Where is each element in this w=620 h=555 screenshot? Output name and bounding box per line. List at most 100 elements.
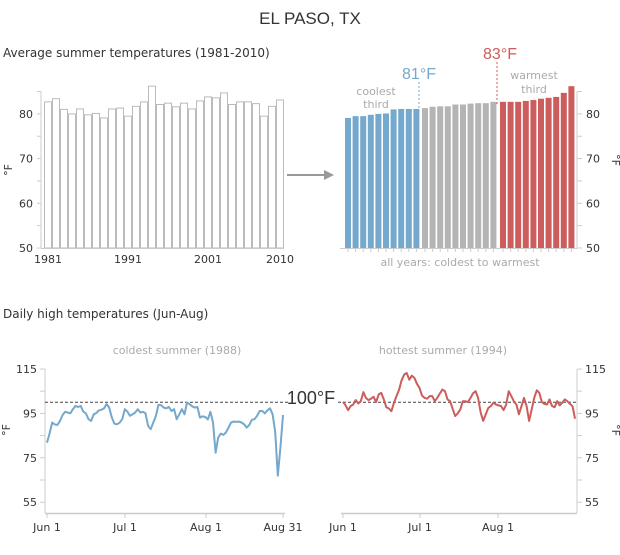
bar [367, 114, 374, 248]
chart1-title: Average summer temperatures (1981-2010) [3, 46, 270, 60]
x-tick-label: 2010 [266, 253, 294, 266]
bar [204, 96, 212, 249]
y-tick-label: 75 [23, 452, 37, 465]
bar [507, 101, 514, 249]
bar [172, 106, 180, 249]
x-tick-label: Jul 1 [112, 521, 137, 534]
x-tick-label: 2001 [194, 253, 222, 266]
bar [360, 116, 367, 248]
bar [375, 113, 382, 249]
coolest-label-2: third [363, 98, 389, 111]
bar [116, 107, 124, 249]
bar [490, 101, 497, 249]
x-tick-label: Jul 1 [407, 521, 432, 534]
y-tick-label: 50 [586, 242, 600, 255]
bar [405, 108, 412, 248]
y-tick-label: 55 [585, 496, 599, 509]
y-tick-label: 115 [16, 363, 37, 376]
bar [568, 86, 575, 248]
hottest-summer-line-chart: 55 75 95 115 °F Jun 1 Jul 1 Aug 1 [328, 363, 620, 534]
x-tick-label: Jun 1 [328, 521, 357, 534]
warm-threshold-label: 83°F [483, 46, 517, 63]
bar [76, 108, 84, 249]
x-tick-label: 1991 [114, 253, 142, 266]
y-axis-label: °F [609, 424, 620, 436]
arrow-icon [287, 170, 334, 180]
bar [236, 101, 244, 249]
bar [108, 108, 116, 249]
bar [188, 108, 196, 249]
figure-title: EL PASO, TX [259, 9, 361, 28]
bar [252, 103, 260, 249]
chart4-title: hottest summer (1994) [379, 344, 507, 357]
bar [560, 92, 567, 249]
bar [228, 104, 236, 249]
y-tick-label: 80 [19, 108, 33, 121]
y-tick-label: 115 [585, 363, 606, 376]
x-tick-label: Aug 1 [190, 521, 222, 534]
chart3-section-title: Daily high temperatures (Jun-Aug) [3, 307, 208, 321]
bar [132, 105, 140, 249]
cool-threshold-label: 81°F [402, 66, 436, 83]
bar [437, 106, 444, 249]
reference-line-label: 100°F [287, 388, 335, 408]
bar [180, 102, 188, 249]
y-tick-label: 50 [19, 242, 33, 255]
y-tick-label: 70 [19, 153, 33, 166]
bar [196, 100, 204, 249]
coolest-label-1: coolest [356, 85, 396, 98]
bar [148, 85, 156, 249]
bar [530, 100, 537, 248]
bar [553, 96, 560, 248]
bar [92, 112, 100, 249]
bar [156, 104, 164, 249]
bar [352, 116, 359, 248]
bar [398, 108, 405, 248]
chart3-title: coldest summer (1988) [113, 344, 242, 357]
bar [140, 101, 148, 249]
bar [545, 97, 552, 248]
y-tick-label: 60 [19, 197, 33, 210]
y-tick-label: 75 [585, 452, 599, 465]
bar [413, 108, 420, 248]
bar [482, 103, 489, 248]
x-tick-label: 1981 [34, 253, 62, 266]
y-axis-label: °F [2, 164, 15, 176]
y-tick-label: 55 [23, 496, 37, 509]
bar [124, 115, 132, 249]
sorted-bar-chart: 50 60 70 80 °F [340, 62, 620, 255]
bar [268, 105, 276, 249]
bar [500, 101, 506, 249]
y-axis-label: °F [0, 424, 13, 436]
bar [100, 117, 108, 249]
bar [444, 106, 451, 249]
yearly-bar-chart: 50 60 70 80 °F 1981 1991 2001 2010 [2, 85, 294, 266]
bar [68, 113, 76, 249]
bar [164, 102, 172, 249]
bar [429, 106, 436, 248]
bar [538, 98, 544, 249]
bar [475, 103, 482, 248]
bar [422, 108, 428, 249]
bar [260, 115, 268, 249]
coldest-summer-line-chart: 55 75 95 115 °F Jun 1 Jul 1 Aug 1 Aug 31 [0, 363, 302, 534]
x-tick-label: Jun 1 [32, 521, 61, 534]
data-line [46, 401, 284, 477]
bar [84, 114, 92, 249]
y-tick-label: 95 [585, 407, 599, 420]
y-tick-label: 60 [586, 197, 600, 210]
y-axis-label: °F [609, 154, 620, 166]
x-tick-label: Aug 31 [264, 521, 303, 534]
bar [220, 92, 228, 249]
bar [460, 104, 466, 248]
y-tick-label: 70 [586, 153, 600, 166]
chart2-xlabel: all years: coldest to warmest [380, 256, 540, 269]
data-line [342, 372, 576, 422]
bar [390, 109, 397, 249]
x-tick-label: Aug 1 [482, 521, 514, 534]
warmest-label-1: warmest [510, 69, 558, 82]
bar [212, 97, 220, 249]
bar [467, 103, 474, 248]
bar [515, 101, 522, 249]
